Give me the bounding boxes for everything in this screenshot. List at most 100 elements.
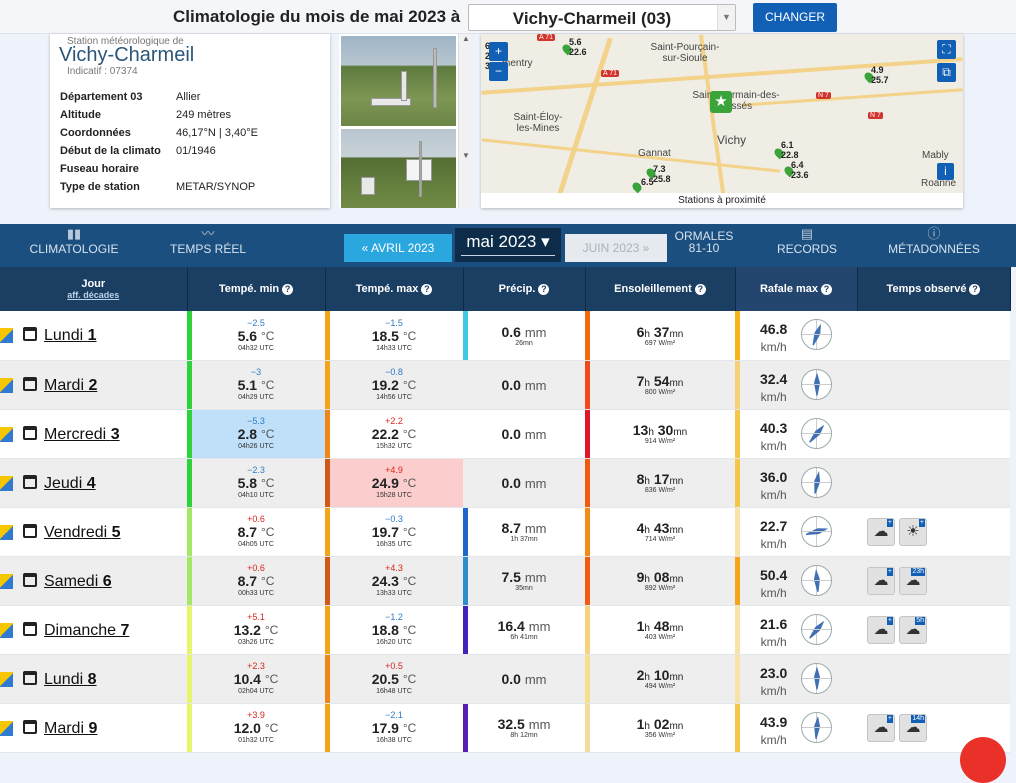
flag-icon[interactable] xyxy=(0,475,13,491)
unit-label: mm xyxy=(528,619,551,634)
help-icon[interactable]: ? xyxy=(282,284,294,295)
day-cell: Vendredi 5 xyxy=(0,507,187,557)
tmax-time: 13h33 UTC xyxy=(376,590,412,597)
tmin-time: 04h10 UTC xyxy=(238,492,274,499)
calendar-icon[interactable] xyxy=(23,523,37,538)
weather-icon[interactable]: ☁ 14h xyxy=(899,713,927,742)
station-value: 6.1 xyxy=(781,140,794,150)
precip-duration: 1h 37mn xyxy=(510,536,538,543)
calendar-icon[interactable] xyxy=(23,621,37,636)
help-icon[interactable]: ? xyxy=(821,284,833,295)
tmin-deviation: −2.5 xyxy=(247,317,265,328)
next-month-button[interactable]: JUIN 2023 » xyxy=(565,234,667,262)
tmax-time: 14h33 UTC xyxy=(376,344,412,352)
flag-icon[interactable] xyxy=(0,524,13,540)
day-link[interactable]: Samedi 6 xyxy=(44,573,112,591)
day-name: Lundi xyxy=(44,327,84,344)
weather-icon[interactable]: ☁ 5h xyxy=(899,615,927,644)
unit-label: °C xyxy=(260,328,275,343)
unit-label: km/h xyxy=(760,683,787,698)
tmax-cell: +4.9 24.9 °C 15h28 UTC xyxy=(325,458,463,508)
sun-hours: 1 xyxy=(636,618,645,634)
flag-icon[interactable] xyxy=(0,671,13,687)
unit-label: °C xyxy=(402,525,417,539)
wind-rose-icon[interactable] xyxy=(801,466,832,498)
help-icon[interactable]: ? xyxy=(694,284,706,295)
flag-icon[interactable] xyxy=(0,328,13,343)
wind-rose-icon[interactable] xyxy=(801,711,832,743)
day-link[interactable]: Mardi 9 xyxy=(44,720,97,738)
chevron-down-icon[interactable]: ▼ xyxy=(717,5,735,30)
calendar-icon[interactable] xyxy=(23,327,37,341)
calendar-icon[interactable] xyxy=(23,670,37,685)
flag-icon[interactable] xyxy=(0,622,13,638)
nearby-stations-map[interactable]: A 71 A 71 N 7 N 7 mentry Saint-Pourçain-… xyxy=(481,34,963,208)
station-photos[interactable]: ▲ ▼ xyxy=(339,34,473,208)
calendar-icon[interactable] xyxy=(23,425,37,440)
rain-cloud-icon[interactable]: ☁ + xyxy=(867,517,895,546)
day-link[interactable]: Mardi 2 xyxy=(44,377,97,395)
rain-cloud-icon[interactable]: ☁ + xyxy=(867,566,895,595)
day-cell: Jeudi 4 xyxy=(0,458,187,508)
nav-records[interactable]: ▤ RECORDS xyxy=(752,224,862,267)
nav-metadonnees[interactable]: ⓘ MÉTADONNÉES xyxy=(872,224,996,267)
rain-cloud-icon[interactable]: ☁ + xyxy=(867,713,895,742)
wind-rose-icon[interactable] xyxy=(801,564,832,596)
zoom-out-button[interactable]: − xyxy=(489,62,508,81)
calendar-icon[interactable] xyxy=(23,572,37,587)
weather-icon[interactable]: ☁ 23h xyxy=(899,566,927,595)
flag-icon[interactable] xyxy=(0,377,13,393)
prev-month-button[interactable]: « AVRIL 2023 xyxy=(344,234,452,262)
sun-hours: 13 xyxy=(632,422,649,438)
fullscreen-icon[interactable]: ⛶ xyxy=(937,40,956,59)
sun-cell: 8h 17mn 836 W/m² xyxy=(585,458,735,508)
photos-scrollbar[interactable]: ▲ ▼ xyxy=(458,34,473,208)
weather-icon[interactable]: ☀ + xyxy=(899,517,927,546)
nav-temps-reel[interactable]: 〰 TEMPS RÉEL xyxy=(150,224,266,267)
help-icon[interactable]: ? xyxy=(969,284,981,295)
unit-label: mm xyxy=(528,717,551,732)
tmin-time: 02h04 UTC xyxy=(238,688,274,695)
zoom-in-button[interactable]: + xyxy=(489,42,508,61)
tmin-deviation: −3 xyxy=(250,367,262,377)
info-button[interactable]: i xyxy=(937,163,954,180)
current-station-marker[interactable]: ★ xyxy=(710,91,732,113)
day-link[interactable]: Vendredi 5 xyxy=(44,524,121,542)
layers-icon[interactable]: ⧉ xyxy=(937,63,956,82)
station-select[interactable]: Vichy-Charmeil (03) ▼ xyxy=(468,4,736,31)
calendar-icon[interactable] xyxy=(23,376,37,391)
floating-action-button[interactable] xyxy=(960,737,1006,783)
wind-rose-icon[interactable] xyxy=(801,319,832,350)
flag-icon[interactable] xyxy=(0,720,13,736)
wind-rose-icon[interactable] xyxy=(801,417,832,449)
day-link[interactable]: Dimanche 7 xyxy=(44,622,129,640)
calendar-icon[interactable] xyxy=(23,474,37,489)
wind-rose-icon[interactable] xyxy=(801,613,832,645)
tmin-deviation: −5.3 xyxy=(247,416,265,426)
decades-link[interactable]: aff. décades xyxy=(67,290,120,300)
tmin-deviation: −2.3 xyxy=(247,465,265,475)
rain-cloud-icon[interactable]: ☁ + xyxy=(867,615,895,644)
help-icon[interactable]: ? xyxy=(538,284,550,295)
help-icon[interactable]: ? xyxy=(421,284,433,295)
day-cell: Dimanche 7 xyxy=(0,605,187,655)
day-link[interactable]: Lundi 8 xyxy=(44,671,97,689)
flag-icon[interactable] xyxy=(0,426,13,442)
wind-rose-icon[interactable] xyxy=(801,368,832,400)
day-link[interactable]: Mercredi 3 xyxy=(44,426,120,444)
map-edge-value: 6 xyxy=(485,41,491,51)
nav-normales[interactable]: ORMALES 81-10 xyxy=(666,224,742,267)
wind-rose-icon[interactable] xyxy=(801,662,832,694)
wind-rose-icon[interactable] xyxy=(801,515,832,547)
change-button[interactable]: CHANGER xyxy=(753,3,837,32)
day-link[interactable]: Jeudi 4 xyxy=(44,475,96,493)
nav-climatologie[interactable]: ▮▮ CLIMATOLOGIE xyxy=(16,224,132,267)
station-photo-1[interactable] xyxy=(341,36,456,126)
sun-cell: 2h 10mn 494 W/m² xyxy=(585,654,735,704)
flag-icon[interactable] xyxy=(0,573,13,589)
day-link[interactable]: Lundi 1 xyxy=(44,327,97,345)
calendar-icon[interactable] xyxy=(23,719,37,734)
tmax-time: 14h56 UTC xyxy=(376,394,412,401)
station-photo-2[interactable] xyxy=(341,129,456,208)
month-select[interactable]: mai 2023 ▾ xyxy=(455,228,561,262)
